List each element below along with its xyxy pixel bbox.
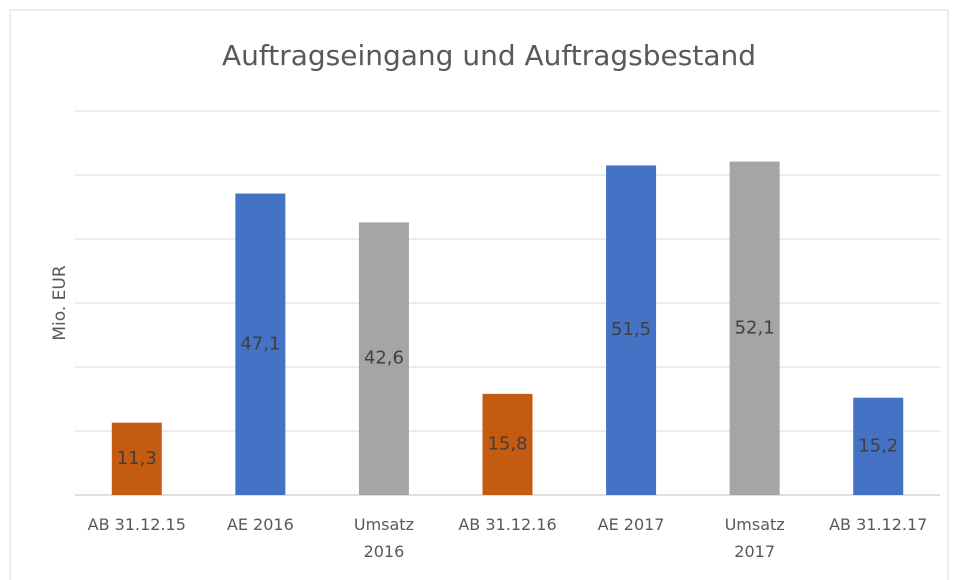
x-tick-label: Umsatz 2017 [724, 515, 785, 561]
chart-border [9, 9, 949, 580]
bar [482, 393, 533, 495]
data-label: 51,5 [611, 319, 651, 340]
bar [235, 193, 286, 495]
chart-title: Auftragseingang und Auftragsbestand [222, 39, 756, 72]
bar [111, 422, 162, 495]
x-tick-label: Umsatz 2016 [353, 515, 414, 561]
x-tick-label: AE 2016 [226, 515, 294, 534]
bar [853, 397, 904, 495]
bar [729, 161, 780, 495]
bar [358, 222, 409, 496]
x-tick-label: AB 31.12.17 [829, 515, 928, 534]
data-label: 52,1 [735, 317, 775, 338]
data-label: 42,6 [364, 348, 404, 369]
x-tick-label: AB 31.12.15 [87, 515, 186, 534]
x-tick-label: AE 2017 [597, 515, 665, 534]
y-axis-label: Mio. EUR [50, 265, 70, 340]
bar [606, 165, 657, 495]
x-tick-label: AB 31.12.16 [458, 515, 557, 534]
data-label: 15,2 [858, 435, 898, 456]
data-label: 15,8 [487, 433, 527, 454]
data-label: 11,3 [117, 448, 157, 469]
data-label: 47,1 [240, 333, 280, 354]
